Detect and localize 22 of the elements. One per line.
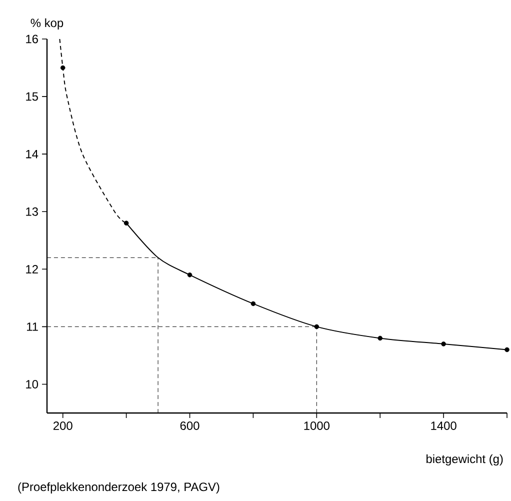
y-tick-label: 15 bbox=[26, 92, 38, 101]
y-tick-label: 10 bbox=[26, 380, 38, 388]
x-tick-label: 200 bbox=[53, 422, 72, 430]
x-tick-label: 600 bbox=[180, 422, 200, 430]
y-tick-label: 11 bbox=[26, 322, 38, 331]
y-tick-label: 12 bbox=[26, 264, 38, 274]
text: (Proefplekkenonderzoek 1979, PAGV) bbox=[18, 482, 220, 494]
y-tick-label: 13 bbox=[26, 207, 38, 216]
point bbox=[504, 347, 510, 352]
point bbox=[187, 272, 192, 278]
point bbox=[314, 324, 320, 330]
x-tick-label: 1400 bbox=[431, 422, 456, 430]
point bbox=[124, 220, 129, 226]
point bbox=[441, 342, 446, 346]
y-tick-label: 16 bbox=[26, 34, 38, 44]
y-tick-label: 14 bbox=[26, 150, 38, 158]
point bbox=[60, 65, 66, 70]
x-tick-label: 1000 bbox=[304, 422, 330, 430]
y-axis-title: % kop bbox=[30, 18, 64, 30]
point bbox=[250, 301, 256, 306]
point bbox=[378, 336, 382, 341]
x-axis-title: bietgewicht (g) bbox=[426, 454, 503, 466]
